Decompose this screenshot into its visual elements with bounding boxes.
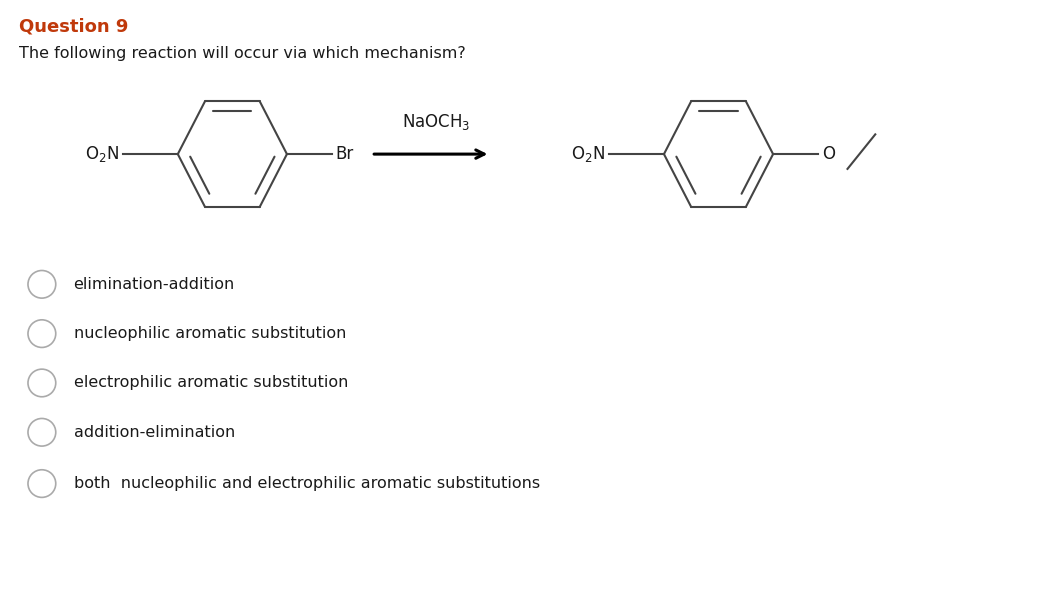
Text: O$_2$N: O$_2$N	[85, 144, 119, 164]
Text: electrophilic aromatic substitution: electrophilic aromatic substitution	[73, 375, 348, 391]
Text: addition-elimination: addition-elimination	[73, 425, 235, 440]
Text: elimination-addition: elimination-addition	[73, 277, 235, 292]
Text: O: O	[822, 145, 835, 163]
Text: NaOCH$_3$: NaOCH$_3$	[401, 112, 470, 133]
Text: Question 9: Question 9	[19, 18, 129, 36]
Text: both  nucleophilic and electrophilic aromatic substitutions: both nucleophilic and electrophilic arom…	[73, 476, 539, 491]
Text: Br: Br	[336, 145, 354, 163]
Text: The following reaction will occur via which mechanism?: The following reaction will occur via wh…	[19, 45, 466, 61]
Text: nucleophilic aromatic substitution: nucleophilic aromatic substitution	[73, 326, 346, 341]
Text: O$_2$N: O$_2$N	[571, 144, 605, 164]
